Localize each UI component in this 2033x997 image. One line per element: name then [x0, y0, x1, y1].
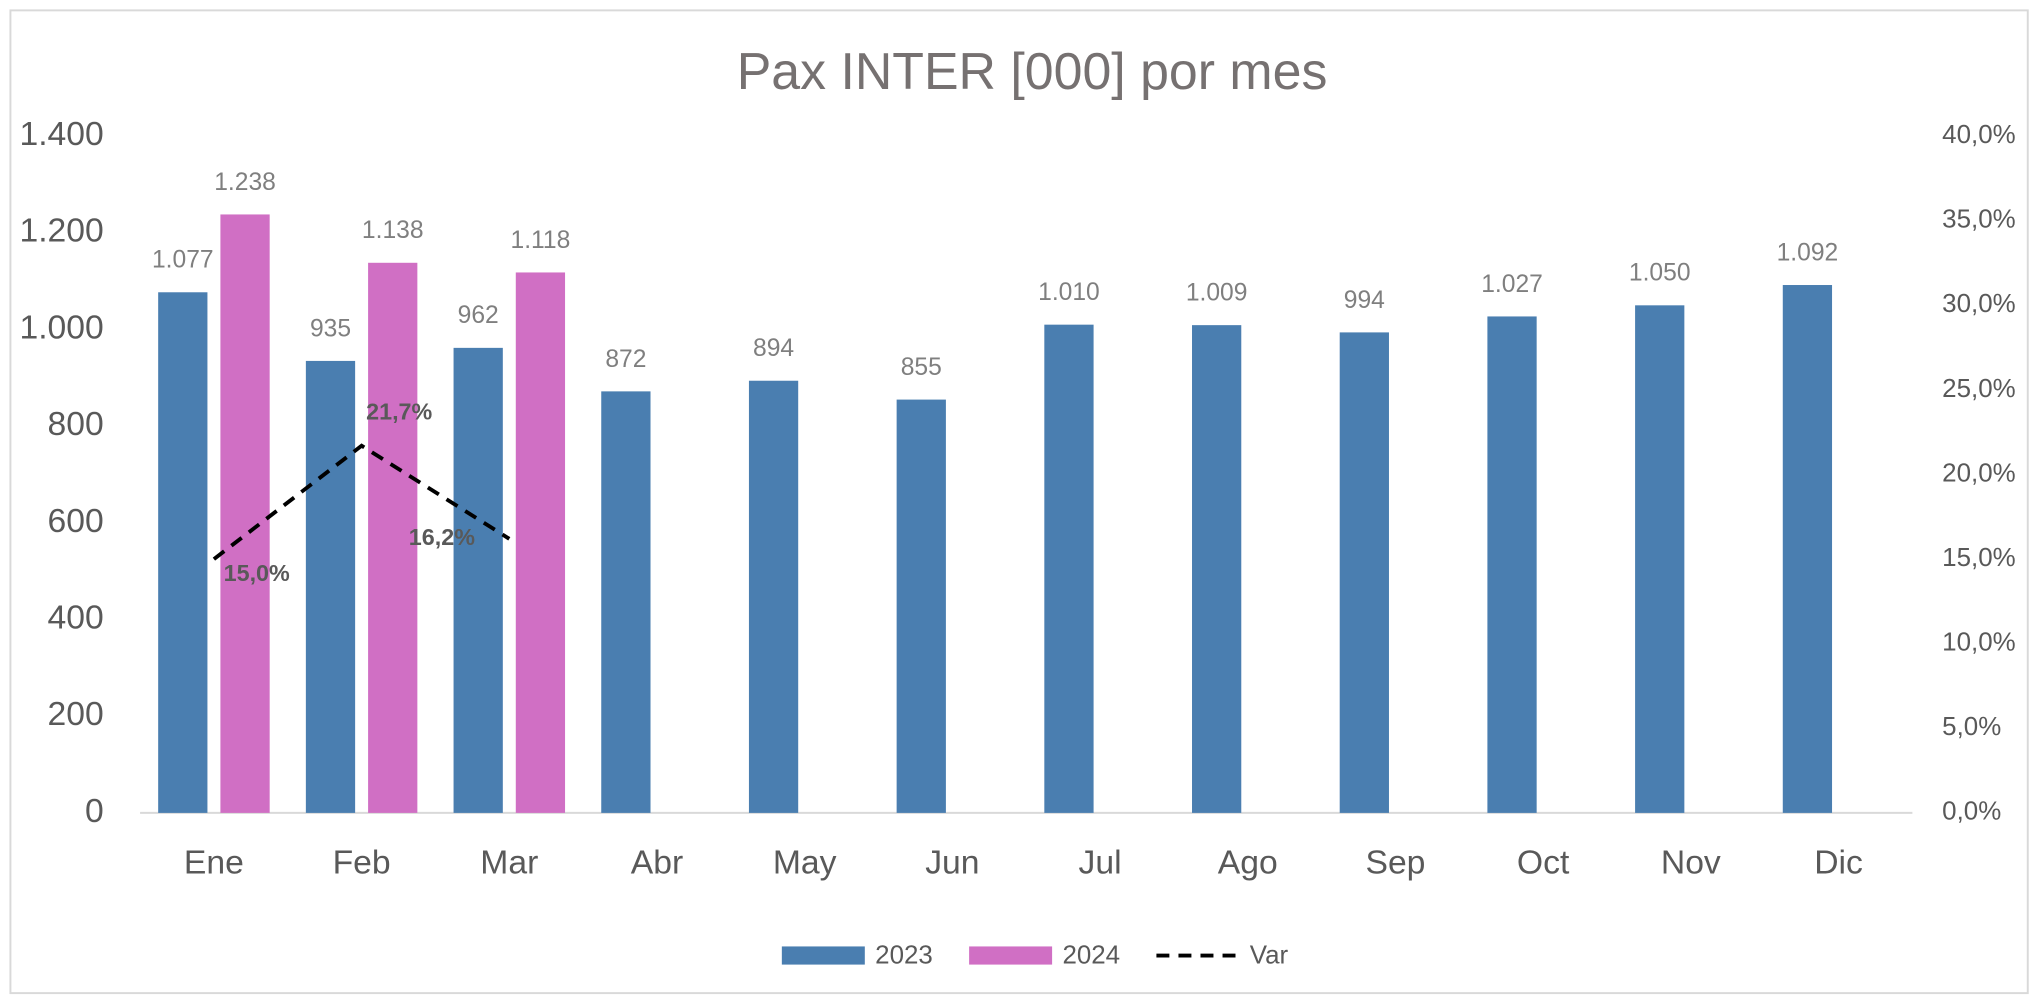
bar: [1782, 285, 1833, 813]
data-label: 1.238: [214, 169, 276, 196]
bar: [305, 360, 356, 813]
y2-tick-label: 15,0%: [1942, 544, 2015, 572]
legend-swatch: [781, 946, 865, 965]
y2-tick-label: 20,0%: [1942, 459, 2015, 487]
line-data-label: 21,7%: [366, 398, 432, 424]
y2-tick-label: 25,0%: [1942, 375, 2015, 403]
x-tick-label: Mar: [480, 844, 538, 882]
y-tick-label: 0: [85, 792, 104, 830]
x-tick-label: Ago: [1218, 844, 1278, 882]
data-label: 1.050: [1629, 260, 1691, 287]
legend-label: Var: [1250, 942, 1289, 970]
y-tick-label: 1.200: [19, 212, 103, 250]
data-label: 1.118: [511, 227, 571, 254]
bar: [515, 272, 566, 813]
data-label: 935: [310, 315, 351, 342]
bar: [896, 399, 946, 813]
bar: [601, 391, 651, 813]
y2-tick-label: 5,0%: [1942, 713, 2001, 741]
bar: [1192, 325, 1242, 813]
line-data-label: 16,2%: [409, 524, 475, 550]
data-label: 855: [901, 354, 942, 381]
y-tick-label: 600: [48, 502, 104, 540]
line-data-label: 15,0%: [224, 560, 290, 586]
bar: [453, 347, 503, 813]
y2-tick-label: 30,0%: [1942, 290, 2015, 318]
legend-label: 2024: [1062, 942, 1120, 970]
line: [212, 443, 511, 561]
chart-title: Pax INTER [000] por mes: [737, 42, 1328, 100]
x-tick-label: Oct: [1517, 844, 1570, 882]
data-label: 894: [753, 335, 794, 362]
bar: [220, 214, 270, 813]
data-label: 1.077: [152, 247, 214, 274]
y-tick-label: 1.000: [19, 308, 103, 346]
bar: [1487, 316, 1537, 813]
data-label: 962: [458, 302, 499, 329]
x-tick-label: Abr: [631, 844, 683, 882]
data-label: 1.009: [1186, 280, 1248, 307]
data-label: 1.138: [362, 217, 424, 244]
y-tick-label: 200: [48, 695, 104, 733]
x-tick-label: May: [773, 844, 837, 882]
x-tick-label: Jul: [1079, 844, 1122, 882]
y2-tick-label: 0,0%: [1942, 798, 2001, 826]
x-tick-label: Ene: [184, 844, 244, 882]
bar: [368, 262, 418, 813]
y-tick-label: 1.400: [19, 115, 103, 153]
y2-tick-label: 35,0%: [1942, 206, 2015, 234]
x-tick-label: Sep: [1365, 844, 1425, 882]
bar: [748, 380, 799, 813]
x-tick-label: Dic: [1814, 844, 1863, 882]
x-tick-label: Nov: [1661, 844, 1721, 882]
data-label: 872: [605, 346, 646, 373]
bar: [1044, 324, 1094, 813]
data-label: 1.010: [1038, 279, 1100, 306]
x-tick-label: Jun: [925, 844, 979, 882]
bar: [1635, 305, 1685, 813]
y2-tick-label: 10,0%: [1942, 629, 2015, 657]
data-label: 1.027: [1481, 271, 1543, 298]
y2-tick-label: 40,0%: [1942, 121, 2015, 149]
bar: [1339, 332, 1389, 813]
y-tick-label: 400: [48, 598, 104, 636]
x-tick-label: Feb: [333, 844, 391, 882]
legend-label: 2023: [875, 942, 933, 970]
data-label: 1.092: [1777, 239, 1839, 266]
data-label: 994: [1344, 287, 1385, 314]
y-tick-label: 800: [48, 405, 104, 443]
legend-swatch: [969, 946, 1053, 965]
bar: [158, 292, 208, 813]
